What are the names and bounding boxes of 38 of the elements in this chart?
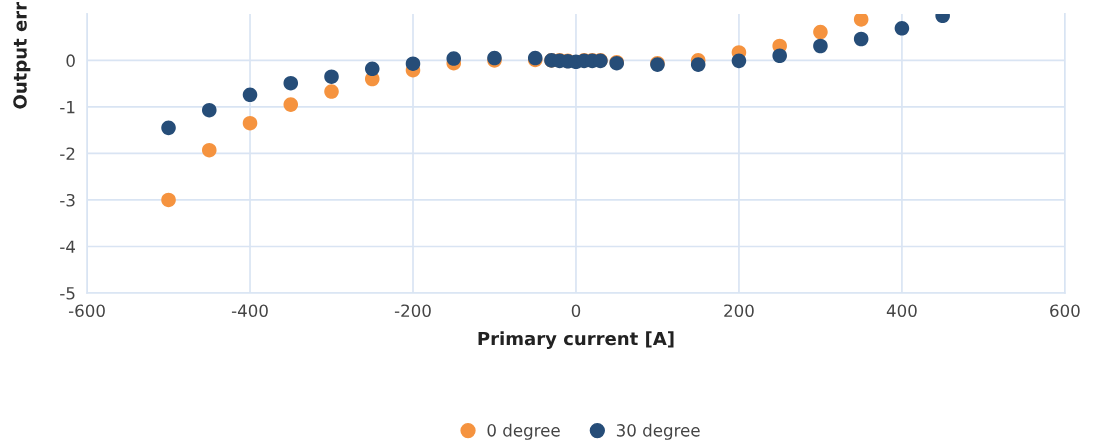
point: [242, 87, 258, 103]
x-tick-label: 200: [724, 304, 754, 317]
y-tick-label: -2: [60, 147, 75, 160]
point: [161, 192, 176, 208]
point: [283, 75, 299, 91]
point: [813, 38, 828, 54]
point: [772, 48, 787, 64]
point: [894, 21, 910, 36]
y-axis-title: Output err: [13, 2, 31, 109]
point: [853, 13, 869, 27]
y-tick-label: -1: [60, 101, 75, 114]
point: [813, 24, 828, 40]
y-tick-label: 0: [66, 54, 75, 67]
point: [853, 31, 869, 47]
point: [690, 57, 706, 72]
x-tick-label: -600: [68, 304, 105, 317]
point: [324, 69, 339, 84]
x-tick-label: 400: [886, 304, 917, 317]
point: [202, 102, 217, 118]
point: [283, 97, 299, 112]
x-tick-label: -200: [394, 304, 431, 317]
legend-label: 0 degree: [487, 423, 560, 440]
point: [364, 61, 380, 77]
y-tick-label: -4: [60, 240, 76, 253]
point: [161, 120, 176, 136]
x-axis-title: Primary current [A]: [478, 331, 674, 349]
x-tick-label: 600: [1050, 304, 1080, 317]
point: [202, 142, 217, 158]
point: [405, 56, 421, 71]
x-tick-label: -400: [231, 304, 268, 317]
point: [242, 115, 258, 131]
y-tick-label: -5: [60, 287, 75, 300]
point: [446, 51, 462, 66]
point: [731, 53, 747, 69]
point: [324, 84, 339, 99]
legend-label: 30 degree: [616, 423, 700, 440]
y-tick-label: -3: [60, 193, 75, 207]
x-tick-label: 0: [571, 304, 581, 317]
